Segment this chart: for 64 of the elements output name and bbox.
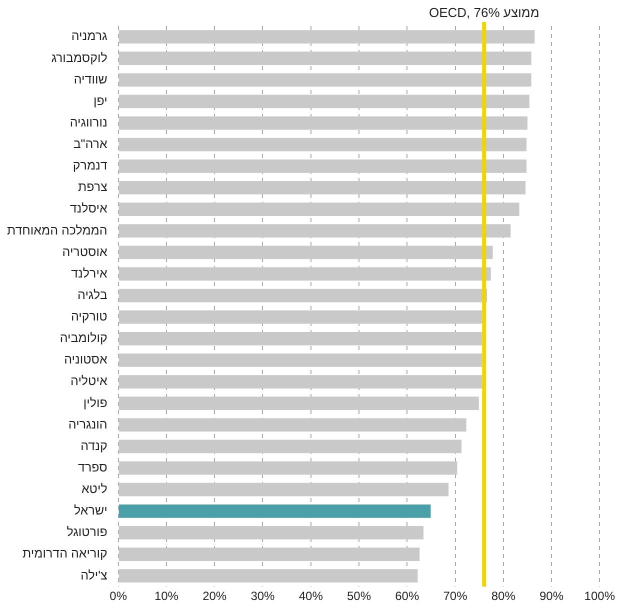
y-tick-label: צרפת <box>78 180 108 194</box>
x-tick-label: 70% <box>443 589 468 604</box>
y-tick-label: אירלנד <box>71 266 108 280</box>
bar <box>118 354 482 367</box>
y-tick-label: איטליה <box>70 374 108 388</box>
bar <box>118 181 526 194</box>
bar <box>118 138 526 152</box>
bar <box>118 418 466 432</box>
x-tick-label: 30% <box>250 589 276 604</box>
bar <box>118 569 418 583</box>
y-tick-label: הונגריה <box>68 417 108 432</box>
bar <box>118 116 528 130</box>
bar <box>118 461 458 475</box>
y-tick-label: ישראל <box>74 504 108 518</box>
y-tick-label: קולומביה <box>60 331 108 346</box>
bar <box>118 159 526 173</box>
bar <box>118 30 535 44</box>
bar <box>118 267 491 281</box>
y-tick-label: לוקסמבורג <box>51 50 108 65</box>
bar <box>118 482 449 496</box>
y-tick-label: ליטא <box>81 482 108 496</box>
y-tick-label: אוסטריה <box>62 244 108 259</box>
x-tick-label: 20% <box>202 589 227 604</box>
bar <box>118 202 520 216</box>
y-tick-label: דנמרק <box>72 158 108 173</box>
y-tick-label: אסטוניה <box>64 352 108 367</box>
bar <box>118 440 462 454</box>
bar <box>118 224 511 238</box>
x-tick-label: 0% <box>110 589 128 604</box>
x-tick-label: 50% <box>346 589 372 604</box>
bar <box>118 310 482 324</box>
y-tick-label: פורטוגל <box>66 525 108 540</box>
bar <box>118 526 424 540</box>
y-tick-label: יפן <box>93 94 108 108</box>
x-tick-label: 10% <box>154 589 179 604</box>
y-tick-label: בלגיה <box>78 288 108 302</box>
y-tick-label: גרמניה <box>71 29 108 44</box>
ref-line-label: ממוצע OECD, 76% <box>428 5 540 20</box>
y-tick-label: שוודיה <box>74 72 108 86</box>
bar <box>118 504 431 518</box>
y-tick-label: פולין <box>83 396 108 410</box>
bar <box>118 288 488 302</box>
y-tick-label: טורקיה <box>70 310 108 324</box>
bar <box>118 73 532 87</box>
bar <box>118 94 530 108</box>
bar <box>118 246 493 260</box>
y-tick-label: ספרד <box>78 460 108 474</box>
x-tick-label: 90% <box>540 589 564 604</box>
bar <box>118 548 420 561</box>
y-tick-label: איסלנד <box>70 202 108 216</box>
x-tick-label: 100% <box>584 589 616 604</box>
y-tick-label: נורווגיה <box>70 115 108 130</box>
y-tick-label: צ'ילה <box>80 568 108 582</box>
bar <box>118 332 482 346</box>
x-tick-label: 40% <box>298 589 324 604</box>
bar <box>118 375 482 388</box>
x-tick-label: 80% <box>491 589 516 604</box>
bar <box>118 52 532 66</box>
y-tick-label: קוריאה הדרומית <box>22 546 108 561</box>
bar <box>118 396 479 410</box>
x-tick-label: 60% <box>395 589 420 604</box>
y-tick-label: הממלכה המאוחדת <box>6 223 108 238</box>
y-tick-label: ארה"ב <box>73 137 108 152</box>
y-tick-label: קנדה <box>80 438 108 453</box>
